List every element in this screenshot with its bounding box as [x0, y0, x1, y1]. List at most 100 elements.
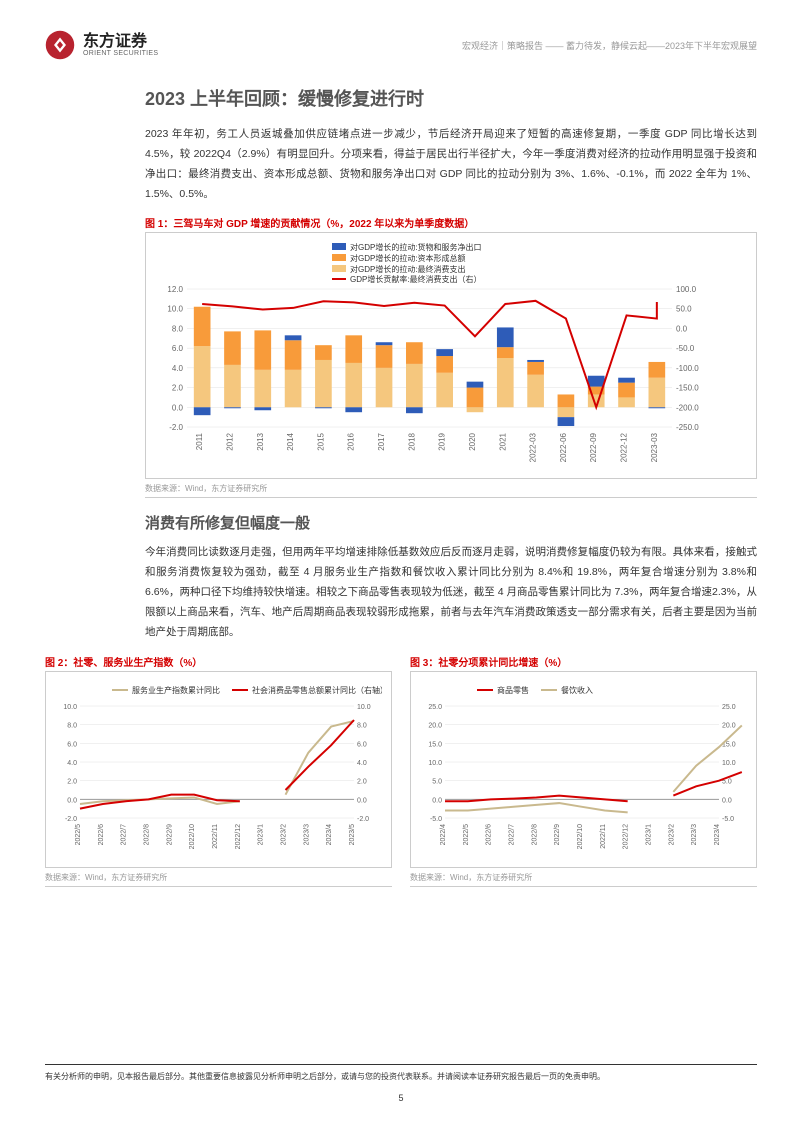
svg-text:2023-03: 2023-03	[650, 432, 659, 462]
svg-text:2022/10: 2022/10	[189, 824, 196, 849]
svg-text:2022/8: 2022/8	[531, 824, 538, 846]
svg-text:2022/12: 2022/12	[623, 824, 630, 849]
svg-text:2022/12: 2022/12	[235, 824, 242, 849]
svg-text:2022-12: 2022-12	[620, 432, 629, 462]
svg-text:2022/7: 2022/7	[509, 824, 516, 846]
svg-text:100.0: 100.0	[676, 285, 697, 294]
svg-text:2022/9: 2022/9	[554, 824, 561, 846]
svg-text:2023/3: 2023/3	[691, 824, 698, 846]
svg-text:2.0: 2.0	[357, 779, 367, 786]
svg-text:20.0: 20.0	[722, 723, 736, 730]
svg-text:2.0: 2.0	[67, 779, 77, 786]
logo-text-cn: 东方证券	[83, 34, 158, 50]
svg-text:2023/3: 2023/3	[303, 824, 310, 846]
svg-text:-5.0: -5.0	[430, 816, 442, 823]
svg-text:50.0: 50.0	[676, 304, 692, 313]
svg-text:2018: 2018	[407, 432, 416, 450]
svg-text:2022/7: 2022/7	[121, 824, 128, 846]
svg-text:对GDP增长的拉动:货物和服务净出口: 对GDP增长的拉动:货物和服务净出口	[350, 242, 482, 252]
svg-text:4.0: 4.0	[67, 760, 77, 767]
svg-text:4.0: 4.0	[172, 364, 184, 373]
page-footer: 有关分析师的申明，见本报告最后部分。其他重要信息披露见分析师申明之后部分，或请与…	[45, 1064, 757, 1103]
svg-text:2015: 2015	[316, 432, 325, 450]
chart-1: -2.00.02.04.06.08.010.012.0-250.0-200.0-…	[152, 239, 712, 469]
svg-text:6.0: 6.0	[172, 344, 184, 353]
svg-text:2023/4: 2023/4	[714, 824, 721, 846]
svg-text:2022/11: 2022/11	[212, 824, 219, 849]
svg-text:2022-06: 2022-06	[559, 432, 568, 462]
svg-text:2023/5: 2023/5	[349, 824, 356, 846]
figure-3-title: 图 3：社零分项累计同比增速（%）	[410, 654, 757, 669]
svg-text:-100.0: -100.0	[676, 364, 699, 373]
svg-text:2022-09: 2022-09	[589, 432, 598, 462]
chart-3: -5.0-5.00.00.05.05.010.010.015.015.020.0…	[417, 678, 747, 858]
svg-text:-150.0: -150.0	[676, 383, 699, 392]
svg-text:2012: 2012	[225, 432, 234, 450]
svg-text:4.0: 4.0	[357, 760, 367, 767]
svg-text:2016: 2016	[347, 432, 356, 450]
svg-text:0.0: 0.0	[357, 798, 367, 805]
footer-disclaimer: 有关分析师的申明，见本报告最后部分。其他重要信息披露见分析师申明之后部分，或请与…	[45, 1071, 757, 1083]
chart-2: -2.0-2.00.00.02.02.04.04.06.06.08.08.010…	[52, 678, 382, 858]
svg-text:8.0: 8.0	[357, 723, 367, 730]
svg-text:-2.0: -2.0	[169, 423, 183, 432]
svg-text:-50.0: -50.0	[676, 344, 695, 353]
svg-text:20.0: 20.0	[428, 723, 442, 730]
svg-text:2023/4: 2023/4	[326, 824, 333, 846]
svg-text:2022/6: 2022/6	[486, 824, 493, 846]
figure-3: 图 3：社零分项累计同比增速（%） -5.0-5.00.00.05.05.010…	[410, 654, 757, 887]
svg-text:0.0: 0.0	[722, 798, 732, 805]
svg-text:2022/11: 2022/11	[600, 824, 607, 849]
svg-text:-2.0: -2.0	[65, 816, 77, 823]
svg-text:2023/1: 2023/1	[258, 824, 265, 846]
section-1-title: 2023 上半年回顾：缓慢修复进行时	[145, 85, 757, 111]
figure-1-source: 数据来源：Wind，东方证券研究所	[145, 483, 757, 498]
svg-text:2022/4: 2022/4	[440, 824, 447, 846]
svg-text:6.0: 6.0	[357, 742, 367, 749]
svg-text:2022/8: 2022/8	[144, 824, 151, 846]
svg-text:2.0: 2.0	[172, 383, 184, 392]
page-header: 东方证券 ORIENT SECURITIES 宏观经济｜策略报告 —— 蓄力待发…	[45, 30, 757, 60]
svg-text:2022/5: 2022/5	[463, 824, 470, 846]
svg-text:2013: 2013	[256, 432, 265, 450]
svg-text:社会消费品零售总额累计同比（右轴）: 社会消费品零售总额累计同比（右轴）	[252, 685, 382, 695]
svg-text:25.0: 25.0	[722, 704, 736, 711]
logo-text-en: ORIENT SECURITIES	[83, 50, 158, 57]
svg-text:2022/10: 2022/10	[577, 824, 584, 849]
svg-text:15.0: 15.0	[428, 742, 442, 749]
figure-2-source: 数据来源：Wind，东方证券研究所	[45, 872, 392, 887]
svg-text:-250.0: -250.0	[676, 423, 699, 432]
svg-text:2019: 2019	[438, 432, 447, 450]
svg-text:2022-03: 2022-03	[529, 432, 538, 462]
svg-text:0.0: 0.0	[172, 403, 184, 412]
header-breadcrumb: 宏观经济｜策略报告 —— 蓄力待发，静候云起——2023年下半年宏观展望	[462, 39, 757, 52]
svg-text:-5.0: -5.0	[722, 816, 734, 823]
figure-1-title: 图 1：三驾马车对 GDP 增速的贡献情况（%，2022 年以来为单季度数据）	[145, 215, 757, 230]
svg-text:2022/6: 2022/6	[98, 824, 105, 846]
svg-text:2023/2: 2023/2	[281, 824, 288, 846]
svg-text:2014: 2014	[286, 432, 295, 450]
svg-text:2020: 2020	[468, 432, 477, 450]
section-2-para: 今年消费同比读数逐月走强，但用两年平均增速排除低基数效应后反而逐月走弱，说明消费…	[145, 543, 757, 643]
svg-text:2022/5: 2022/5	[75, 824, 82, 846]
svg-text:10.0: 10.0	[63, 704, 77, 711]
section-1-para: 2023 年年初，务工人员返城叠加供应链堵点进一步减少，节后经济开局迎来了短暂的…	[145, 125, 757, 205]
svg-text:2017: 2017	[377, 432, 386, 450]
svg-text:餐饮收入: 餐饮收入	[561, 685, 593, 695]
svg-text:2022/9: 2022/9	[166, 824, 173, 846]
section-2-title: 消费有所修复但幅度一般	[145, 512, 757, 533]
svg-text:0.0: 0.0	[432, 798, 442, 805]
svg-text:对GDP增长的拉动:资本形成总额: 对GDP增长的拉动:资本形成总额	[350, 253, 466, 263]
figure-2: 图 2：社零、服务业生产指数（%） -2.0-2.00.00.02.02.04.…	[45, 654, 392, 887]
svg-text:2021: 2021	[498, 432, 507, 450]
svg-text:服务业生产指数累计同比: 服务业生产指数累计同比	[132, 685, 220, 695]
svg-text:10.0: 10.0	[722, 760, 736, 767]
svg-text:2023/1: 2023/1	[646, 824, 653, 846]
svg-text:8.0: 8.0	[172, 324, 184, 333]
svg-text:12.0: 12.0	[167, 285, 183, 294]
figure-2-title: 图 2：社零、服务业生产指数（%）	[45, 654, 392, 669]
svg-text:-200.0: -200.0	[676, 403, 699, 412]
logo-icon	[45, 30, 75, 60]
figure-1: 图 1：三驾马车对 GDP 增速的贡献情况（%，2022 年以来为单季度数据） …	[145, 215, 757, 498]
svg-text:10.0: 10.0	[357, 704, 371, 711]
